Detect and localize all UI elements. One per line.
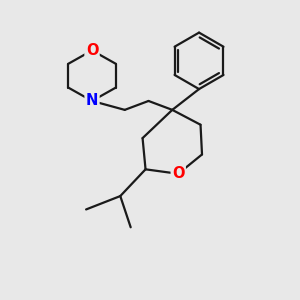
Text: N: N (86, 94, 98, 109)
Text: O: O (172, 166, 184, 181)
Text: O: O (86, 43, 98, 58)
